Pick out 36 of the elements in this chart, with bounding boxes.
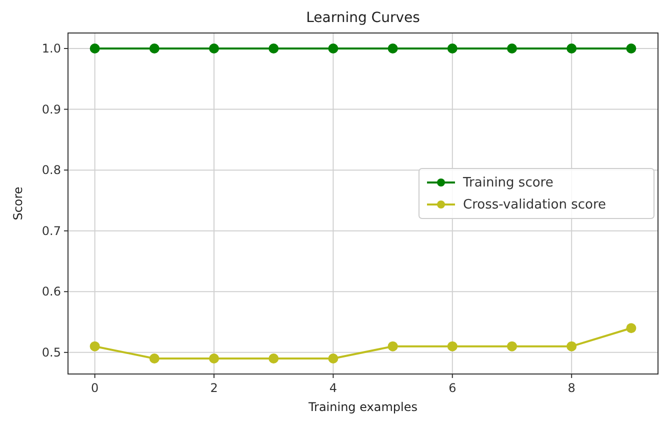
x-tick-label: 2 bbox=[210, 381, 218, 395]
point bbox=[447, 44, 458, 54]
y-axis-title: Score bbox=[11, 186, 25, 220]
point bbox=[209, 354, 220, 364]
y-tick-label: 0.5 bbox=[42, 345, 61, 360]
y-tick-label: 0.8 bbox=[42, 163, 61, 178]
point bbox=[268, 44, 279, 54]
point bbox=[149, 354, 160, 364]
x-tick-label: 8 bbox=[568, 381, 576, 395]
point bbox=[506, 341, 517, 352]
point bbox=[566, 341, 577, 352]
y-tick-label: 0.9 bbox=[42, 102, 61, 116]
x-tick-label: 0 bbox=[91, 381, 99, 395]
point bbox=[566, 44, 577, 54]
y-tick-label: 0.7 bbox=[42, 224, 61, 238]
point bbox=[447, 341, 458, 352]
y-tick-label: 1.0 bbox=[42, 42, 61, 56]
x-tick-label: 4 bbox=[329, 381, 338, 395]
point bbox=[506, 44, 517, 54]
point bbox=[328, 44, 338, 54]
y-tick-label: 0.6 bbox=[42, 284, 61, 299]
x-tick-label: 6 bbox=[448, 381, 456, 395]
point bbox=[149, 44, 160, 54]
legend-label: Cross-validation score bbox=[463, 198, 606, 212]
point bbox=[328, 354, 338, 364]
point bbox=[626, 323, 636, 334]
legend-label: Training score bbox=[462, 176, 554, 190]
point bbox=[90, 341, 100, 352]
point bbox=[626, 44, 636, 54]
point bbox=[268, 354, 279, 364]
point bbox=[388, 44, 398, 54]
point bbox=[90, 44, 100, 54]
chart-title: Learning Curves bbox=[306, 10, 420, 26]
point bbox=[388, 341, 398, 352]
point bbox=[209, 44, 220, 54]
x-axis-title: Training examples bbox=[307, 400, 418, 414]
